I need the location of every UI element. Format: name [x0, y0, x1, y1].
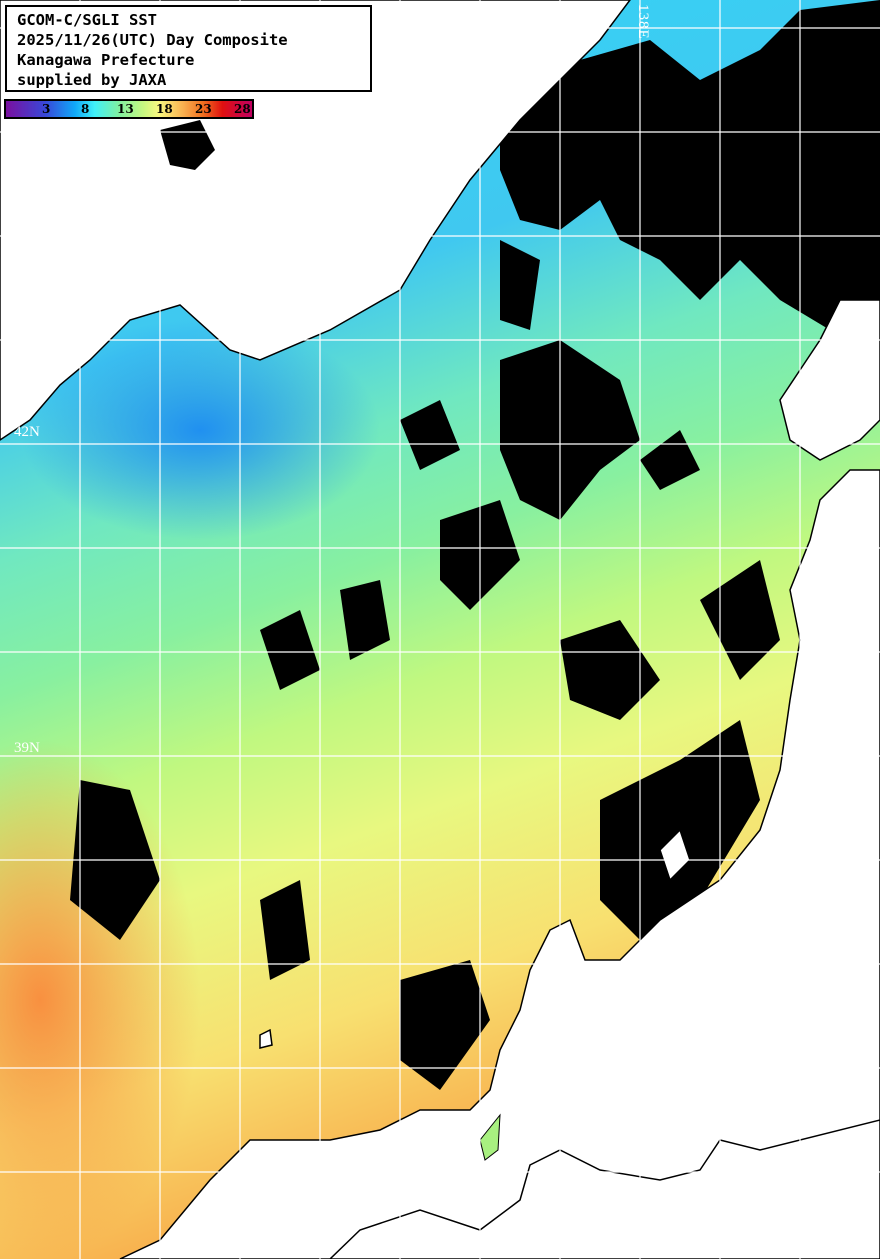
title-line-region: Kanagawa Prefecture — [17, 51, 195, 69]
longitude-label: 138E — [635, 4, 651, 40]
latitude-label: 39N — [14, 740, 40, 756]
island — [479, 1113, 501, 1161]
colorbar-tick: 13 — [117, 102, 134, 116]
title-line-credit: supplied by JAXA — [17, 71, 167, 89]
colorbar-tick: 18 — [156, 102, 173, 116]
colorbar-tick: 28 — [234, 102, 251, 116]
title-line-date: 2025/11/26(UTC) Day Composite — [17, 31, 288, 49]
temperature-colorbar: 3 8 13 18 23 28 — [4, 99, 254, 119]
cold-water-region — [20, 320, 380, 540]
colorbar-tick: 23 — [195, 102, 212, 116]
latitude-label: 42N — [14, 424, 40, 440]
colorbar-tick: 8 — [81, 102, 90, 116]
title-box: GCOM-C/SGLI SST 2025/11/26(UTC) Day Comp… — [5, 5, 372, 92]
colorbar-tick: 3 — [42, 102, 51, 116]
title-line-product: GCOM-C/SGLI SST — [17, 11, 157, 29]
